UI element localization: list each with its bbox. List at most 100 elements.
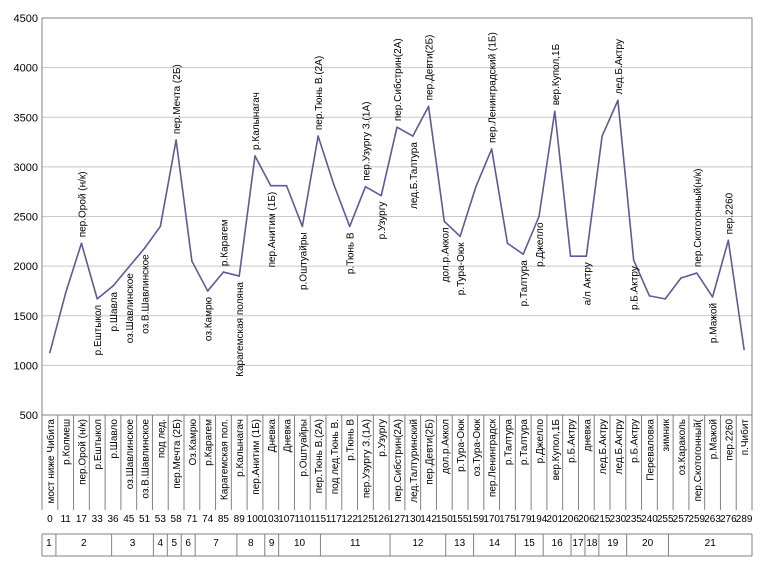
point-label: лед.Б.Актру: [614, 39, 625, 94]
x-category-label: р.Талтура: [503, 419, 514, 466]
point-label: р.Тюнь В: [346, 232, 357, 274]
x-category-label: Дневка: [283, 419, 294, 453]
day-label: 2: [81, 538, 87, 549]
point-label: а/л Актру: [582, 262, 593, 305]
x-category-label: пер.Сибстрин(2А): [392, 419, 404, 502]
day-label: 15: [524, 538, 536, 549]
x-category-label: р.Карагем: [204, 419, 215, 466]
elevation-point: [112, 285, 114, 287]
point-label: пер.Ленинградский (1Б): [488, 32, 499, 143]
x-category-label: зимник: [661, 418, 672, 451]
point-label: р.Б.Актру: [630, 266, 641, 310]
x-category-label: Карагемская пол.: [219, 419, 230, 500]
elevation-point: [443, 220, 446, 223]
day-label: 10: [294, 538, 306, 549]
elevation-point: [269, 184, 272, 187]
elevation-point: [411, 135, 414, 137]
x-category-label: р.Мажой: [709, 419, 720, 459]
day-label: 5: [171, 538, 177, 549]
point-label: р.Шавла: [109, 292, 120, 332]
gridlines: [41, 17, 753, 416]
km-label: 263: [704, 514, 721, 525]
km-label: 100: [247, 514, 264, 525]
elevation-point: [285, 184, 288, 187]
elevation-point: [301, 225, 304, 228]
km-label: 170: [483, 514, 500, 525]
elevation-point: [254, 155, 256, 157]
elevation-point: [396, 126, 398, 128]
km-label: 125: [357, 514, 374, 525]
point-label: пер.Орой (н/к): [77, 171, 88, 237]
km-label: 53: [155, 514, 167, 525]
day-label: 20: [642, 538, 654, 549]
x-category-label: лед.Б.Актру: [598, 419, 609, 474]
km-label: 255: [657, 514, 674, 525]
category-table: мост ниже Чибита р.Колмеш пер.Орой (н/к) р.…: [41, 415, 753, 557]
point-label: р.Джелло: [535, 222, 546, 267]
km-label: 74: [202, 514, 214, 525]
km-label: 36: [107, 514, 119, 525]
point-label: р.Оштуайры: [298, 232, 309, 290]
km-label: 201: [546, 514, 563, 525]
elevation-point: [380, 194, 383, 197]
km-label: 117: [326, 514, 342, 525]
x-category-label: оз.Тура-Оюк: [472, 418, 483, 476]
day-label: 9: [269, 538, 275, 549]
point-label: р.Тура-Оюк: [456, 242, 467, 296]
x-category-label: р.Оштуайры: [298, 419, 309, 477]
y-tick-label: 3000: [14, 162, 38, 174]
km-label: 206: [578, 514, 595, 525]
day-label: 19: [607, 538, 619, 549]
point-label: пер.Девти(2Б): [425, 35, 436, 101]
elevation-point: [711, 296, 714, 298]
point-label: оз.Шавлинское: [125, 273, 136, 344]
day-label: 3: [130, 538, 136, 549]
day-label: 1: [46, 538, 52, 549]
km-label: 142: [420, 514, 437, 525]
point-label: пер.Узургу З.(1А): [361, 102, 372, 181]
km-label: 257: [673, 514, 690, 525]
point-label: пер.Сибстрин(2А): [392, 38, 404, 121]
elevation-point: [475, 185, 477, 188]
elevation-point: [159, 225, 162, 228]
x-category-label: дол.р.Аккол: [440, 419, 451, 474]
x-category-label: лед.Талтуринский: [409, 419, 420, 503]
x-category-label: пер.Ленинградск: [488, 418, 499, 497]
km-label: 127: [389, 514, 406, 525]
day-label: 17: [572, 538, 584, 549]
point-label: пер.Тюнь В.(2А): [314, 56, 325, 130]
elevation-point: [191, 260, 193, 262]
x-category-label: р.Шавло: [109, 419, 120, 459]
elevation-point: [538, 215, 540, 218]
point-label: оз.В.Шавлинское: [141, 254, 152, 334]
x-category-label: пер.2260: [724, 419, 735, 461]
y-axis-tick-labels: 4500 4000 3500 3000 2500 2000 1500 1000 500: [14, 13, 38, 422]
km-label: 107: [278, 514, 295, 525]
km-label: 122: [341, 514, 358, 525]
x-category-label: р.Б.Актру: [567, 419, 578, 463]
day-label: 8: [248, 538, 254, 549]
day-label: 4: [158, 538, 164, 549]
km-label: 206: [562, 514, 579, 525]
km-label: 130: [404, 514, 421, 525]
km-label: 89: [234, 514, 246, 525]
km-label: 0: [47, 514, 53, 525]
x-category-label: оз.В.Шавлинское: [141, 419, 152, 499]
elevation-point: [459, 235, 461, 238]
elevation-point: [64, 292, 67, 294]
elevation-series: [49, 99, 745, 354]
x-category-label: р.Ештыкол: [93, 419, 104, 470]
x-category-label: пер.Орой (н/к): [77, 419, 88, 485]
y-tick-label: 1000: [14, 360, 38, 372]
elevation-point: [601, 135, 603, 137]
x-category-label: пер.Скотогонный(: [693, 418, 704, 501]
x-category-label: вер.Купол,1Б: [551, 419, 562, 481]
day-label: 16: [552, 538, 564, 549]
x-category-label: р.Талтура: [519, 419, 530, 466]
elevation-point: [317, 135, 319, 137]
point-label: р.Узургу: [377, 202, 388, 240]
elevation-point: [96, 298, 99, 300]
x-category-label: пер.Мечта (2Б): [172, 419, 183, 489]
km-label: 51: [139, 514, 151, 525]
